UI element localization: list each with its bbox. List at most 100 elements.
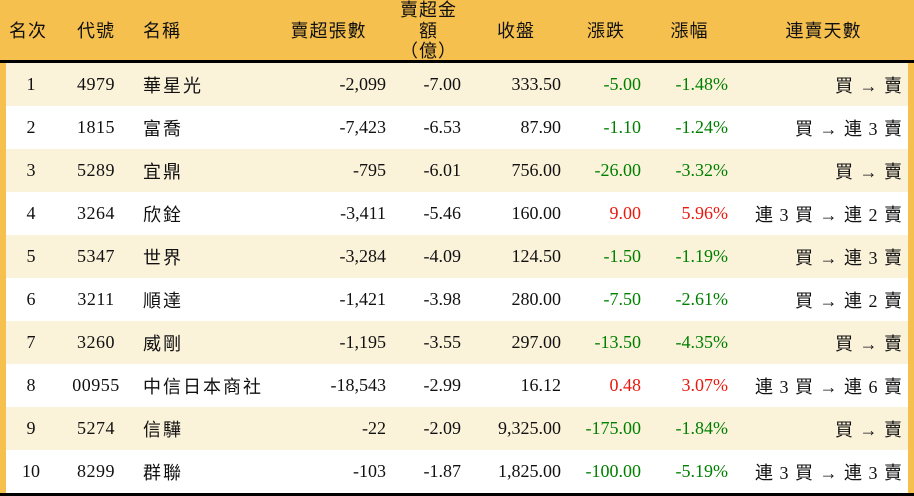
cell-sell_volume: -1,421 — [339, 289, 387, 309]
cell-sell_amount: -1.87 — [423, 461, 462, 481]
cell-sell_amount: -7.00 — [423, 74, 462, 94]
cell-name: 世界 — [143, 247, 183, 268]
cell-code: 8299 — [77, 461, 115, 481]
cell-name: 威剛 — [143, 333, 183, 354]
cell-code: 3211 — [77, 289, 115, 309]
table-header: 名次 代號 名稱 賣超張數 賣超金額 （億） 收盤 漲跌 漲幅 連賣天數 — [0, 0, 914, 62]
table-row: 9 5274 信驊 -22 -2.09 9,325.00 -175.00 -1.84% 買 → … — [6, 407, 908, 450]
cell-code: 5347 — [77, 246, 115, 266]
cell-code: 00955 — [72, 375, 120, 395]
cell-close: 160.00 — [511, 203, 562, 223]
cell-close: 297.00 — [511, 332, 562, 352]
cell-change: -175.00 — [585, 418, 642, 438]
cell-streak: 連 3 買 → 連 3 賣 — [755, 462, 903, 483]
cell-code: 1815 — [77, 117, 115, 137]
cell-close: 16.12 — [520, 375, 562, 395]
cell-rank: 2 — [26, 117, 36, 137]
cell-streak: 連 3 買 → 連 6 賣 — [755, 376, 903, 397]
cell-close: 333.50 — [511, 74, 562, 94]
cell-change: -7.50 — [603, 289, 642, 309]
table-row: 4 3264 欣銓 -3,411 -5.46 160.00 9.00 5.96% 連 3 買 →… — [6, 192, 908, 235]
table-row: 8 00955 中信日本商社 -18,543 -2.99 16.12 0.48 3.07% 連 … — [6, 364, 908, 407]
cell-streak: 買 → 連 2 賣 — [795, 290, 903, 311]
cell-rank: 9 — [26, 418, 36, 438]
table-row: 1 4979 華星光 -2,099 -7.00 333.50 -5.00 -1.48% 買 → … — [6, 63, 908, 106]
cell-streak: 買 → 賣 — [835, 75, 903, 96]
cell-sell_volume: -2,099 — [339, 74, 387, 94]
cell-code: 4979 — [77, 74, 115, 94]
cell-change: -26.00 — [594, 160, 642, 180]
cell-change_pct: -1.84% — [675, 418, 729, 438]
cell-streak: 買 → 賣 — [835, 161, 903, 182]
cell-close: 124.50 — [511, 246, 562, 266]
cell-sell_amount: -6.53 — [423, 117, 462, 137]
cell-change_pct: -1.24% — [675, 117, 729, 137]
cell-name: 華星光 — [143, 75, 203, 96]
table-row: 10 8299 群聯 -103 -1.87 1,825.00 -100.00 -5.19% 連 … — [6, 450, 908, 493]
cell-sell_volume: -22 — [362, 418, 386, 438]
cell-code: 3260 — [77, 332, 115, 352]
cell-change: -13.50 — [594, 332, 642, 352]
header-sell-amount: 賣超金額 （億） — [391, 0, 466, 62]
header-change-pct: 漲幅 — [670, 20, 709, 41]
table-row: 3 5289 宜鼎 -795 -6.01 756.00 -26.00 -3.32% 買 → 賣 — [6, 149, 908, 192]
cell-change: -1.10 — [603, 117, 642, 137]
header-separator-line — [0, 60, 914, 63]
cell-sell_amount: -4.09 — [423, 246, 462, 266]
header-streak: 連賣天數 — [785, 20, 862, 41]
cell-rank: 3 — [26, 160, 36, 180]
header-sell-amount-line1: 賣超金額 — [400, 0, 457, 41]
cell-streak: 買 → 賣 — [835, 333, 903, 354]
header-name: 名稱 — [143, 20, 181, 41]
header-close: 收盤 — [497, 20, 535, 41]
table-body-area: 1 4979 華星光 -2,099 -7.00 333.50 -5.00 -1.48% 買 → … — [0, 63, 914, 493]
cell-change_pct: -2.61% — [675, 289, 729, 309]
cell-close: 1,825.00 — [498, 461, 561, 481]
cell-change_pct: -1.19% — [675, 246, 729, 266]
cell-sell_amount: -2.99 — [423, 375, 462, 395]
cell-sell_amount: -6.01 — [423, 160, 462, 180]
cell-rank: 6 — [26, 289, 36, 309]
cell-change_pct: 5.96% — [681, 203, 729, 223]
cell-rank: 1 — [26, 74, 36, 94]
table-row: 5 5347 世界 -3,284 -4.09 124.50 -1.50 -1.19% 買 → 連… — [6, 235, 908, 278]
cell-rank: 4 — [26, 203, 36, 223]
header-sell-volume: 賣超張數 — [290, 20, 367, 41]
header-row: 名次 代號 名稱 賣超張數 賣超金額 （億） 收盤 漲跌 漲幅 連賣天數 — [0, 0, 914, 62]
cell-close: 87.90 — [520, 117, 562, 137]
cell-change: -1.50 — [603, 246, 642, 266]
cell-name: 中信日本商社 — [143, 376, 263, 397]
cell-name: 群聯 — [143, 462, 183, 483]
cell-rank: 5 — [26, 246, 36, 266]
cell-streak: 買 → 連 3 賣 — [795, 118, 903, 139]
cell-change: -100.00 — [585, 461, 642, 481]
cell-change_pct: -1.48% — [675, 74, 729, 94]
cell-change_pct: -5.19% — [675, 461, 729, 481]
bottom-border-line — [0, 493, 914, 496]
cell-change: 9.00 — [609, 203, 642, 223]
cell-rank: 10 — [22, 461, 40, 481]
cell-streak: 買 → 賣 — [835, 419, 903, 440]
cell-code: 3264 — [77, 203, 115, 223]
cell-change: -5.00 — [603, 74, 642, 94]
header-sell-amount-line2: （億） — [400, 41, 457, 62]
header-rank: 名次 — [9, 20, 47, 41]
header-table: 名次 代號 名稱 賣超張數 賣超金額 （億） 收盤 漲跌 漲幅 連賣天數 — [0, 0, 914, 62]
body-table: 1 4979 華星光 -2,099 -7.00 333.50 -5.00 -1.48% 買 → … — [6, 63, 908, 493]
cell-sell_volume: -3,411 — [340, 203, 386, 223]
cell-close: 9,325.00 — [498, 418, 561, 438]
cell-sell_volume: -18,543 — [330, 375, 387, 395]
cell-change_pct: 3.07% — [681, 375, 729, 395]
cell-sell_volume: -3,284 — [339, 246, 387, 266]
cell-streak: 買 → 連 3 賣 — [795, 247, 903, 268]
cell-rank: 7 — [26, 332, 36, 352]
cell-sell_amount: -5.46 — [423, 203, 462, 223]
table-row: 2 1815 富喬 -7,423 -6.53 87.90 -1.10 -1.24% 買 → 連 … — [6, 106, 908, 149]
cell-change_pct: -4.35% — [675, 332, 729, 352]
cell-sell_amount: -2.09 — [423, 418, 462, 438]
cell-name: 宜鼎 — [143, 161, 183, 182]
cell-streak: 連 3 買 → 連 2 賣 — [755, 204, 903, 225]
cell-sell_volume: -7,423 — [339, 117, 387, 137]
cell-code: 5289 — [77, 160, 115, 180]
